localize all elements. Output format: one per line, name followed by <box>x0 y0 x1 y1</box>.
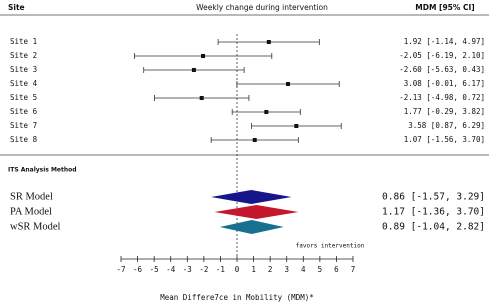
site-label: Site 2 <box>10 51 37 60</box>
x-tick-label: -1 <box>216 265 225 274</box>
value-label: 3.08 [-0.01, 6.17] <box>404 79 485 88</box>
value-label: 3.58 [0.87, 6.29] <box>408 121 485 130</box>
x-axis-title: Mean Differe7ce in Mobility (MDM)* <box>160 293 314 302</box>
x-tick-label: -5 <box>150 265 159 274</box>
pooled-diamond <box>214 205 299 219</box>
x-tick-label: 6 <box>334 265 339 274</box>
header-site: Site <box>8 3 25 12</box>
header-plot: Weekly change during intervention <box>196 3 328 12</box>
model-label: SR Model <box>10 191 53 202</box>
site-label: Site 7 <box>10 121 37 130</box>
x-tick-label: -7 <box>116 265 125 274</box>
point-estimate <box>252 138 257 142</box>
x-tick-label: -2 <box>199 265 208 274</box>
x-tick-label: -3 <box>183 265 192 274</box>
value-label: 1.92 [-1.14, 4.97] <box>404 37 485 46</box>
site-label: Site 1 <box>10 37 37 46</box>
x-tick-label: 0 <box>235 265 240 274</box>
site-label: Site 8 <box>10 135 38 144</box>
site-label: Site 4 <box>10 79 38 88</box>
point-estimate <box>266 40 271 44</box>
x-tick-label: 7 <box>351 265 356 274</box>
site-label: Site 3 <box>10 65 37 74</box>
value-label: -2.05 [-6.19, 2.10] <box>399 51 485 60</box>
x-tick-label: -4 <box>166 265 176 274</box>
value-label: -2.13 [-4.98, 0.72] <box>399 93 485 102</box>
site-label: Site 5 <box>10 93 37 102</box>
point-estimate <box>199 96 204 100</box>
x-tick-label: 1 <box>251 265 256 274</box>
model-value-label: 1.17 [-1.36, 3.70] <box>382 207 485 218</box>
x-tick-label: 2 <box>268 265 273 274</box>
point-estimate <box>191 68 196 72</box>
model-value-label: 0.89 [-1.04, 2.82] <box>382 222 485 233</box>
site-label: Site 6 <box>10 107 38 116</box>
annotation: favors intervention <box>296 243 365 250</box>
value-label: 1.77 [-0.29, 3.82] <box>404 107 485 116</box>
section-title: ITS Analysis Method <box>8 167 77 174</box>
model-label: wSR Model <box>10 221 61 232</box>
x-tick-label: 5 <box>318 265 323 274</box>
model-value-label: 0.86 [-1.57, 3.29] <box>382 192 485 203</box>
pooled-diamond <box>219 220 284 234</box>
value-label: -2.60 [-5.63, 0.43] <box>399 65 485 74</box>
point-estimate <box>294 124 299 128</box>
point-estimate <box>286 82 291 86</box>
x-tick-label: 3 <box>284 265 289 274</box>
value-label: 1.07 [-1.56, 3.70] <box>404 135 485 144</box>
header-value: MDM [95% CI] <box>415 3 474 12</box>
x-tick-label: -6 <box>133 265 143 274</box>
point-estimate <box>264 110 269 114</box>
point-estimate <box>201 54 206 58</box>
x-tick-label: 4 <box>301 265 306 274</box>
model-label: PA Model <box>10 206 52 217</box>
pooled-diamond <box>210 190 292 204</box>
